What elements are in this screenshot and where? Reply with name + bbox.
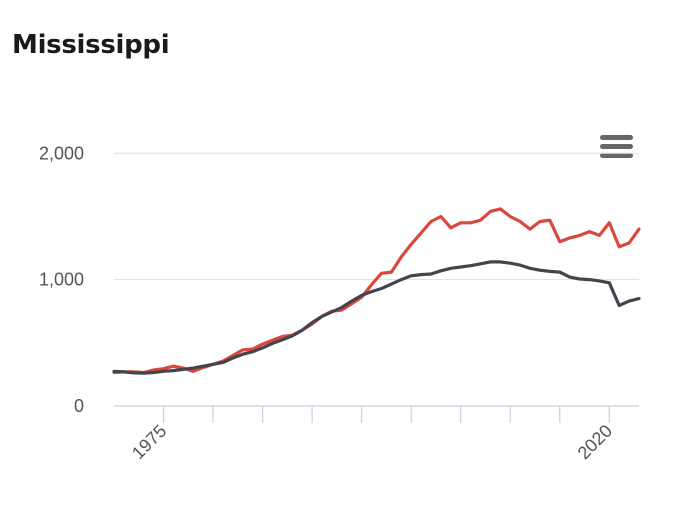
menu-bar-icon (600, 153, 633, 158)
y-tick-label: 1,000 (39, 270, 84, 290)
x-tick-label: 1975 (128, 421, 170, 463)
chart-title: Mississippi (12, 30, 170, 60)
x-tick-label: 2020 (574, 421, 616, 463)
tick-labels: 0 1,000 2,000 1975 2020 (39, 143, 616, 463)
series-lines (112, 207, 641, 375)
series-line-2 (112, 260, 641, 375)
menu-bar-icon (600, 135, 633, 140)
menu-bar-icon (600, 144, 633, 149)
chart-menu-button[interactable] (596, 130, 638, 164)
y-tick-label: 0 (74, 396, 84, 416)
gridlines (114, 152, 639, 281)
axis-ticks (114, 405, 639, 423)
y-tick-label: 2,000 (39, 143, 84, 163)
